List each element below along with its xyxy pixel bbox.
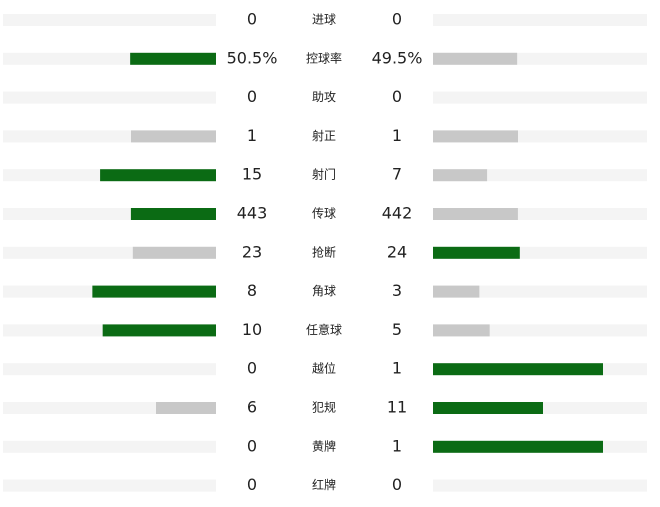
away-bar bbox=[433, 402, 543, 414]
home-value: 0 bbox=[247, 87, 257, 106]
home-value: 6 bbox=[247, 398, 257, 417]
stat-label: 黄牌 bbox=[312, 439, 336, 453]
away-bar bbox=[433, 440, 603, 453]
away-bar bbox=[433, 246, 520, 259]
home-bar bbox=[130, 208, 216, 220]
home-value: 23 bbox=[242, 242, 262, 261]
home-bar bbox=[102, 324, 216, 337]
home-value: 0 bbox=[247, 475, 257, 494]
away-value: 5 bbox=[392, 320, 402, 339]
home-bar bbox=[130, 52, 216, 65]
home-bar bbox=[131, 130, 216, 143]
home-track bbox=[3, 14, 216, 26]
home-bar bbox=[132, 246, 216, 259]
away-value: 24 bbox=[387, 242, 407, 261]
away-track bbox=[433, 246, 647, 259]
away-value: 0 bbox=[392, 10, 402, 29]
home-track bbox=[3, 91, 216, 104]
home-bar bbox=[100, 169, 216, 182]
home-value: 0 bbox=[247, 359, 257, 378]
away-bar bbox=[433, 285, 480, 298]
away-bar bbox=[433, 208, 518, 220]
home-track bbox=[3, 246, 216, 259]
home-value: 8 bbox=[247, 281, 257, 300]
home-track bbox=[3, 479, 216, 492]
away-bar bbox=[433, 169, 488, 182]
away-value: 1 bbox=[392, 126, 402, 145]
away-value: 1 bbox=[392, 359, 402, 378]
away-value: 49.5% bbox=[372, 48, 423, 67]
away-value: 7 bbox=[392, 165, 402, 184]
away-track bbox=[433, 479, 647, 492]
stat-label: 抢断 bbox=[312, 244, 336, 259]
home-value: 10 bbox=[242, 320, 262, 339]
away-track bbox=[433, 14, 647, 26]
home-track bbox=[3, 440, 216, 453]
home-value: 443 bbox=[237, 204, 268, 223]
stat-label: 角球 bbox=[312, 284, 336, 298]
home-track bbox=[3, 363, 216, 376]
stat-label: 射正 bbox=[312, 128, 336, 143]
stat-label: 越位 bbox=[312, 361, 336, 376]
home-value: 0 bbox=[247, 10, 257, 29]
home-bar bbox=[156, 402, 216, 414]
away-value: 3 bbox=[392, 281, 402, 300]
away-value: 1 bbox=[392, 436, 402, 455]
away-bar bbox=[433, 363, 603, 376]
stat-label: 射门 bbox=[312, 167, 336, 182]
away-value: 0 bbox=[392, 87, 402, 106]
home-value: 15 bbox=[242, 165, 262, 184]
stat-label: 犯规 bbox=[312, 400, 336, 415]
away-track bbox=[433, 91, 647, 104]
away-value: 11 bbox=[387, 398, 407, 417]
away-bar bbox=[433, 324, 490, 337]
stat-label: 任意球 bbox=[306, 322, 342, 337]
away-value: 442 bbox=[382, 204, 413, 223]
stat-label: 红牌 bbox=[312, 477, 336, 492]
home-value: 0 bbox=[247, 436, 257, 455]
stat-label: 助攻 bbox=[312, 90, 336, 104]
away-bar bbox=[433, 130, 518, 143]
away-bar bbox=[433, 52, 518, 65]
away-track bbox=[433, 285, 647, 298]
away-value: 0 bbox=[392, 475, 402, 494]
stat-label: 控球率 bbox=[306, 50, 342, 65]
home-bar bbox=[92, 285, 216, 298]
home-value: 50.5% bbox=[227, 48, 278, 67]
home-value: 1 bbox=[247, 126, 257, 145]
stat-label: 传球 bbox=[312, 206, 336, 221]
stat-label: 进球 bbox=[312, 13, 336, 27]
